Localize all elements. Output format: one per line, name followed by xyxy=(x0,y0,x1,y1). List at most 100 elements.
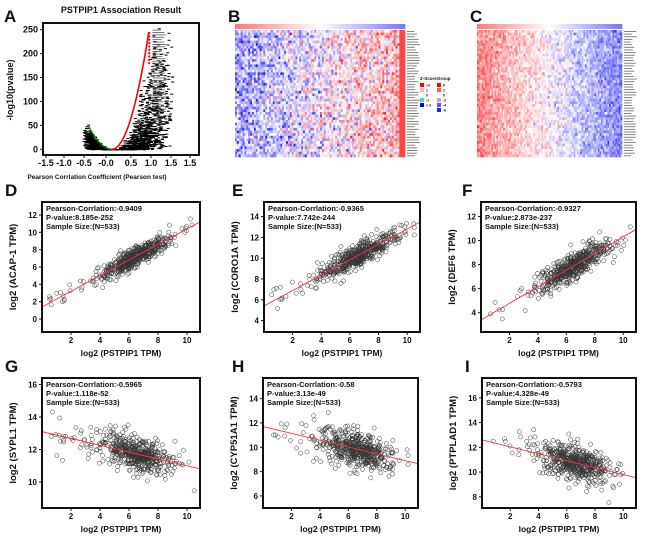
heatmap-cell xyxy=(342,106,345,110)
heatmap-cell xyxy=(325,64,328,68)
heatmap-cell xyxy=(329,32,332,36)
heatmap-cell xyxy=(240,101,243,105)
heatmap-cell xyxy=(282,85,285,89)
heatmap-cell xyxy=(250,56,253,60)
data-point xyxy=(134,126,138,128)
heatmap-cell xyxy=(342,117,345,121)
data-point xyxy=(123,142,127,144)
heatmap-cell xyxy=(361,45,364,49)
heatmap-cell xyxy=(389,80,393,84)
heatmap-cell xyxy=(337,122,340,126)
heatmap-cell xyxy=(365,61,368,65)
heatmap-cell xyxy=(259,53,262,57)
heatmap-cell xyxy=(235,88,238,92)
x-tick-label: -0.5 xyxy=(76,158,92,168)
heatmap-cell xyxy=(325,74,328,78)
heatmap-cell xyxy=(312,119,315,123)
heatmap-cell xyxy=(308,69,311,73)
heatmap-cell xyxy=(304,35,308,39)
heatmap-cell xyxy=(333,80,336,84)
heatmap-cell xyxy=(236,64,240,68)
heatmap-cell xyxy=(240,127,243,131)
heatmap-cell xyxy=(357,69,360,73)
heatmap-cell xyxy=(299,69,302,73)
heatmap-cell xyxy=(329,48,332,52)
heatmap-cell xyxy=(372,74,376,78)
heatmap-cell xyxy=(263,51,266,55)
heatmap-cell xyxy=(355,51,359,55)
heatmap-cell xyxy=(238,80,241,84)
heatmap-cell xyxy=(301,32,304,36)
heatmap-cell xyxy=(244,96,247,100)
heatmap-cell xyxy=(289,77,292,81)
heatmap-cell xyxy=(378,51,381,55)
group-color-bar xyxy=(346,24,349,29)
heatmap-cell xyxy=(352,125,355,129)
heatmap-cell xyxy=(286,122,289,126)
heatmap-cell xyxy=(263,117,266,121)
heatmap-cell xyxy=(248,106,251,110)
heatmap-cell xyxy=(248,45,251,49)
heatmap-cell xyxy=(299,32,302,36)
heatmap-cell xyxy=(282,72,285,76)
heatmap-cell xyxy=(291,64,294,68)
heatmap-cell xyxy=(348,74,351,78)
data-point xyxy=(146,119,150,120)
heatmap-cell xyxy=(323,119,326,123)
data-point xyxy=(115,149,119,151)
heatmap-cell xyxy=(369,96,372,100)
data-point xyxy=(132,139,136,141)
heatmap-cell xyxy=(287,30,291,33)
heatmap-cell xyxy=(361,125,364,129)
heatmap-cell xyxy=(354,72,357,76)
heatmap-cell xyxy=(318,30,321,33)
heatmap-cell xyxy=(382,30,385,33)
heatmap-cell xyxy=(399,48,402,52)
heatmap-cell xyxy=(248,77,251,81)
heatmap-cell xyxy=(252,125,255,129)
heatmap-cell xyxy=(382,125,385,129)
heatmap-cell xyxy=(391,61,394,65)
heatmap-cell xyxy=(312,127,315,131)
heatmap-cell xyxy=(269,104,272,108)
heatmap-cell xyxy=(257,106,260,110)
data-point xyxy=(169,107,173,109)
heatmap-cell xyxy=(348,119,351,123)
heatmap-cell xyxy=(350,48,353,52)
heatmap-cell xyxy=(284,109,287,113)
heatmap-cell xyxy=(348,72,351,76)
heatmap-cell xyxy=(382,77,385,81)
heatmap-cell xyxy=(259,88,262,92)
heatmap-cell xyxy=(399,35,402,39)
heatmap-cell xyxy=(357,74,360,78)
heatmap-cell xyxy=(380,106,383,110)
heatmap-cell xyxy=(304,77,308,81)
heatmap-cell xyxy=(389,82,393,86)
heatmap-cell xyxy=(337,106,340,110)
heatmap-cell xyxy=(314,104,317,108)
data-point xyxy=(84,146,88,148)
heatmap-cell xyxy=(252,53,255,57)
heatmap-cell xyxy=(274,125,277,129)
heatmap-cell xyxy=(389,51,393,55)
heatmap-cell xyxy=(320,80,323,84)
heatmap-cell xyxy=(257,112,260,115)
heatmap-cell xyxy=(388,77,391,81)
heatmap-cell xyxy=(250,32,253,36)
heatmap-cell xyxy=(342,61,345,65)
top-gene-point xyxy=(148,62,151,65)
heatmap-cell xyxy=(371,48,374,52)
data-point xyxy=(140,136,144,138)
heatmap-cell xyxy=(272,109,275,113)
heatmap-cell xyxy=(388,67,391,70)
heatmap-cell xyxy=(295,114,298,118)
heatmap-cell xyxy=(236,61,240,65)
heatmap-cell xyxy=(372,106,376,110)
heatmap-cell xyxy=(261,59,264,63)
heatmap-cell xyxy=(363,101,366,105)
heatmap-cell xyxy=(244,43,247,47)
heatmap-cell xyxy=(335,53,338,57)
heatmap-cell xyxy=(376,48,379,52)
data-point xyxy=(94,147,98,149)
heatmap-cell xyxy=(244,90,247,94)
